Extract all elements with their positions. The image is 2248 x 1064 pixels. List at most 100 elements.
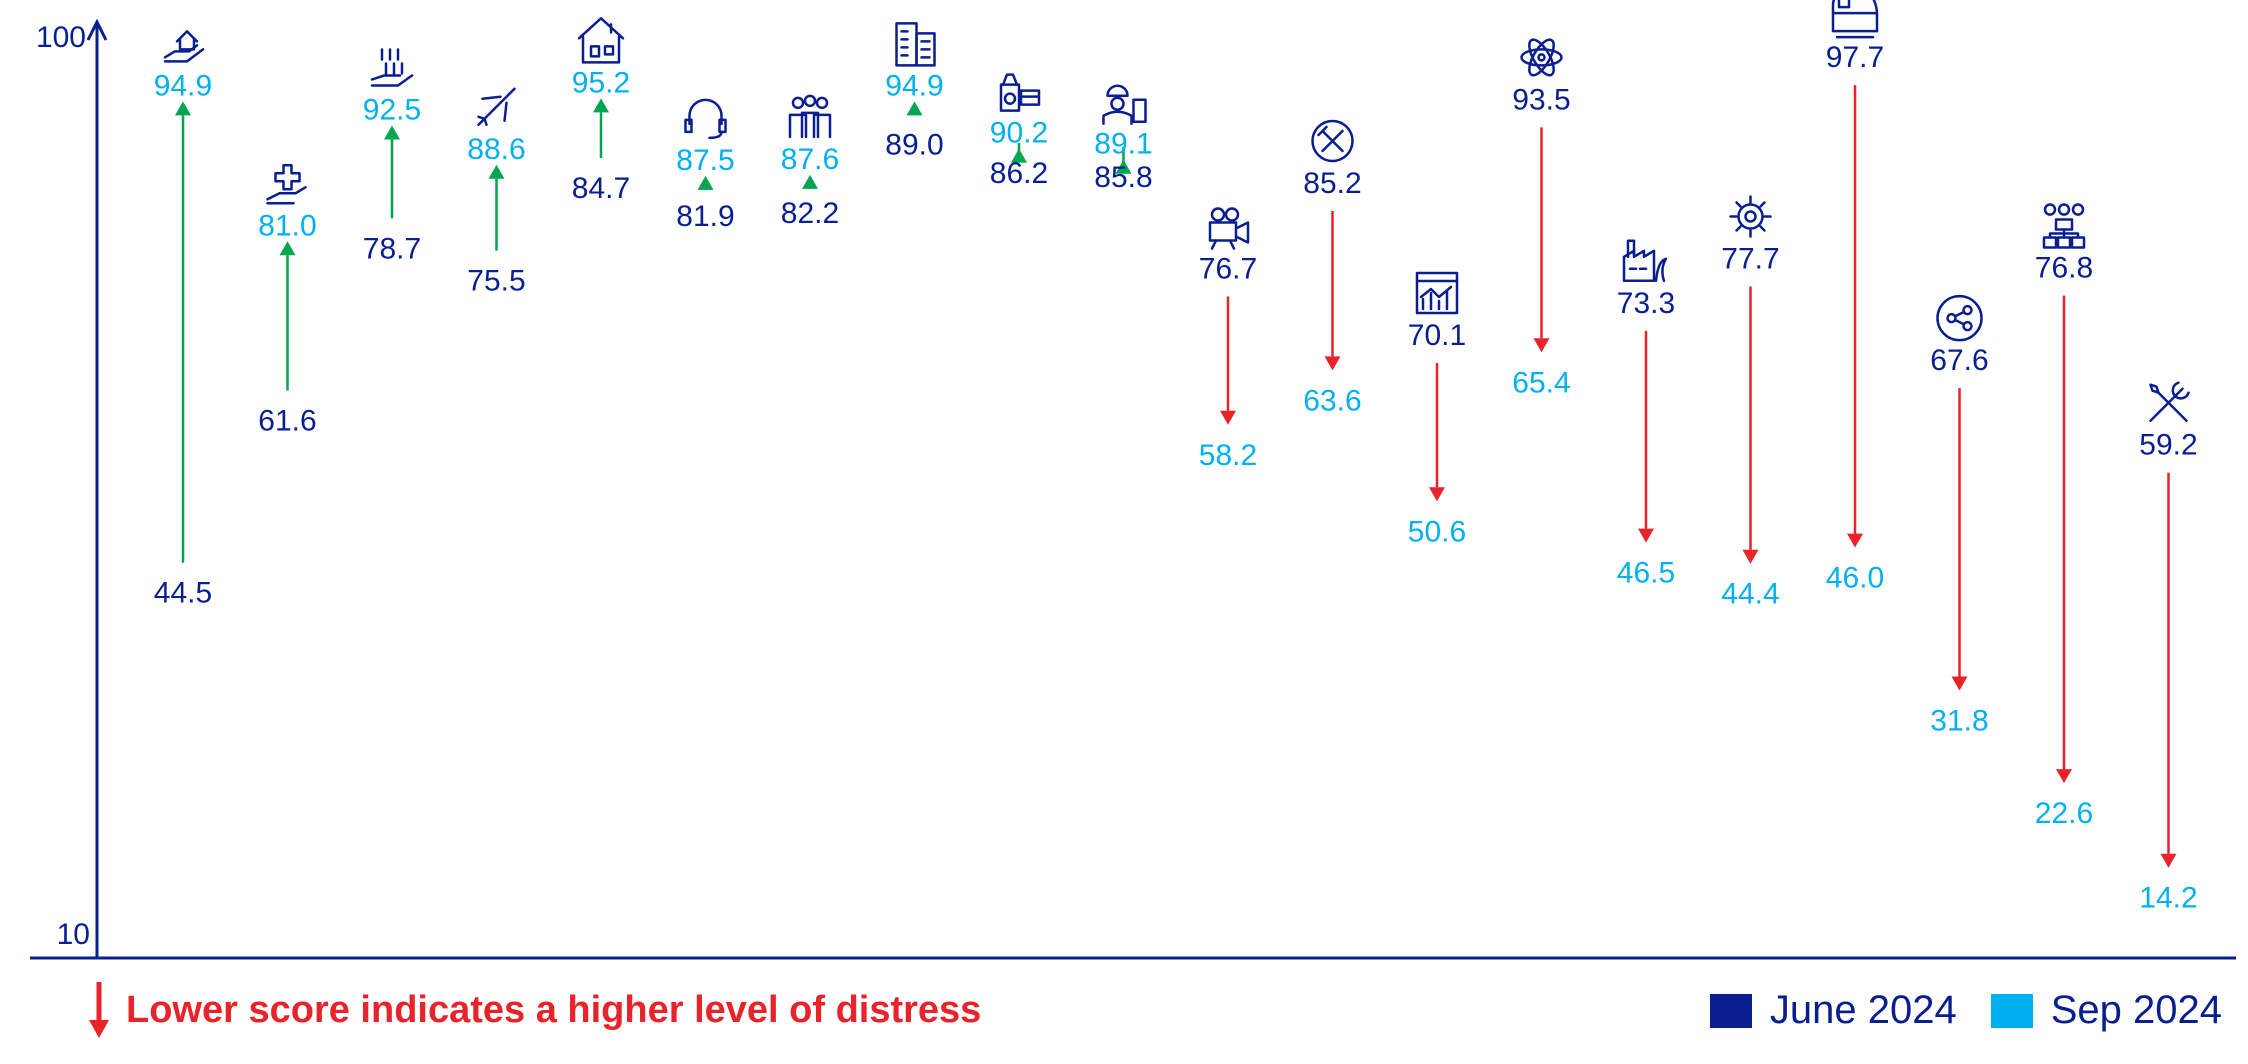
category-group: 73.3 46.5 — [1617, 239, 1675, 590]
axes: 100 10 — [30, 18, 2236, 960]
june-value-label: 93.5 — [1512, 83, 1570, 116]
change-arrowhead — [802, 174, 818, 189]
sep-value-label: 46.0 — [1826, 562, 1884, 595]
change-arrowhead — [906, 101, 923, 116]
june-value-label: 84.7 — [572, 172, 630, 205]
note-text: Lower score indicates a higher level of … — [126, 988, 982, 1031]
construction-worker-icon — [1102, 84, 1147, 125]
y-axis-arrowhead — [86, 18, 108, 41]
change-arrowhead — [2056, 769, 2072, 784]
june-value-label: 85.2 — [1303, 167, 1361, 200]
gear-circuit-icon — [1729, 195, 1772, 238]
legend-label-sep: Sep 2024 — [2050, 988, 2222, 1032]
june-value-label: 61.6 — [258, 405, 316, 438]
y-tick-label-bottom: 10 — [57, 918, 90, 951]
fork-knife-icon — [1311, 119, 1354, 163]
sep-value-label: 46.5 — [1617, 557, 1675, 590]
june-value-label: 81.9 — [676, 200, 734, 233]
june-value-label: 75.5 — [467, 265, 525, 298]
category-group: 44.5 94.9 — [154, 30, 212, 610]
june-value-label: 73.3 — [1617, 287, 1675, 320]
june-value-label: 82.2 — [781, 197, 839, 230]
category-group: 59.2 14.2 — [2139, 381, 2198, 915]
office-building-icon — [895, 22, 936, 67]
hand-house-icon — [163, 30, 205, 63]
category-group: 61.6 81.0 — [258, 164, 317, 438]
legend-swatch-june — [1709, 993, 1752, 1028]
distress-note: Lower score indicates a higher level of … — [86, 982, 982, 1038]
sep-value-label: 22.6 — [2035, 797, 2093, 830]
june-value-label: 70.1 — [1408, 319, 1466, 352]
change-arrowhead — [1951, 676, 1968, 691]
category-group: 76.7 58.2 — [1199, 207, 1257, 472]
legend-swatch-sep — [1990, 993, 2033, 1028]
train-icon — [1831, 0, 1879, 39]
sep-value-label: 90.2 — [990, 117, 1048, 150]
category-group: 86.2 90.2 — [990, 73, 1048, 190]
june-value-label: 85.8 — [1094, 161, 1152, 194]
change-arrowhead — [1847, 533, 1863, 548]
atom-icon — [1520, 38, 1563, 77]
change-arrowhead — [1742, 549, 1759, 564]
category-group: 77.7 44.4 — [1721, 195, 1780, 611]
change-arrowhead — [384, 125, 400, 140]
chart-marks: 44.5 94.9 61.6 81.0 78.7 92.5 75.5 88.6 84.7 95.2… — [154, 0, 2198, 915]
june-value-label: 76.8 — [2035, 252, 2093, 285]
sep-value-label: 89.1 — [1094, 128, 1152, 161]
category-group: 85.2 63.6 — [1303, 119, 1362, 417]
sep-value-label: 14.2 — [2139, 882, 2197, 915]
change-arrowhead — [1011, 148, 1027, 163]
sep-value-label: 65.4 — [1512, 366, 1570, 399]
org-structure-icon — [2042, 203, 2086, 249]
fast-food-icon — [999, 73, 1041, 112]
category-group: 93.5 65.4 — [1512, 38, 1571, 399]
sep-value-label: 94.9 — [154, 69, 212, 102]
sep-value-label: 58.2 — [1199, 439, 1257, 472]
sep-value-label: 44.4 — [1721, 578, 1779, 611]
sep-value-label: 94.9 — [885, 69, 943, 102]
june-value-label: 44.5 — [154, 577, 212, 610]
house-icon — [577, 17, 625, 64]
category-group: 97.7 46.0 — [1826, 0, 1884, 595]
change-arrowhead — [1429, 487, 1445, 502]
sep-value-label: 95.2 — [572, 66, 630, 99]
category-group: 84.7 95.2 — [572, 17, 630, 205]
category-group: 67.6 31.8 — [1930, 294, 1989, 738]
sep-value-label: 87.5 — [676, 144, 734, 177]
sep-value-label: 50.6 — [1408, 515, 1466, 548]
change-arrowhead — [1115, 159, 1132, 174]
category-group: 75.5 88.6 — [467, 87, 526, 298]
june-value-label: 89.0 — [885, 129, 943, 162]
change-arrowhead — [175, 101, 191, 116]
change-arrowhead — [279, 241, 296, 256]
down-arrow-icon — [89, 982, 109, 1038]
change-arrowhead — [1638, 528, 1654, 543]
change-arrowhead — [1533, 338, 1550, 353]
sep-value-label: 92.5 — [363, 94, 421, 127]
sep-value-label: 63.6 — [1303, 384, 1361, 417]
change-arrowhead — [593, 98, 609, 113]
category-group: 81.9 87.5 — [676, 98, 735, 233]
category-group: 78.7 92.5 — [363, 48, 421, 265]
june-value-label: 59.2 — [2139, 429, 2197, 462]
sep-value-label: 81.0 — [258, 209, 316, 242]
june-value-label: 78.7 — [363, 232, 421, 265]
airplane-icon — [477, 87, 516, 127]
hand-medical-cross-icon — [266, 164, 307, 205]
june-value-label: 97.7 — [1826, 41, 1884, 74]
change-arrowhead — [697, 175, 714, 190]
legend-item-june: June 2024 — [1709, 988, 1957, 1033]
legend-item-sep: Sep 2024 — [1990, 988, 2222, 1033]
chart: 100 10 44.5 94.9 61.6 81.0 78.7 92.5 75.5 88.6 84… — [30, 0, 2236, 960]
hand-binary-data-icon — [370, 48, 414, 87]
legend: June 2024 Sep 2024 — [1676, 988, 2222, 1033]
category-group: 82.2 87.6 — [781, 94, 839, 230]
video-camera-icon — [1208, 207, 1250, 250]
chart-report-icon — [1415, 271, 1459, 315]
factory-icon — [1622, 239, 1668, 283]
category-group: 85.889.1 — [1094, 84, 1153, 194]
category-group: 70.1 50.6 — [1408, 271, 1466, 548]
change-arrowhead — [1324, 356, 1341, 371]
june-value-label: 76.7 — [1199, 253, 1257, 286]
change-arrowhead — [2160, 853, 2177, 868]
